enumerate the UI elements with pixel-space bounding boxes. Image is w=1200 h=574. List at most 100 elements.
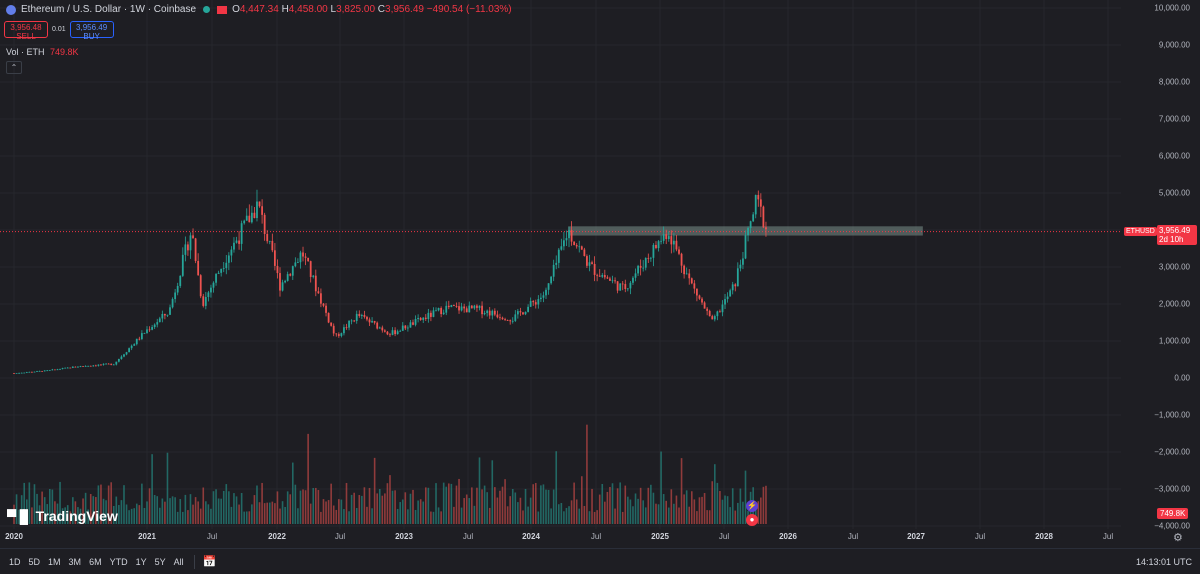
chevron-up-icon[interactable]: ⌃ — [6, 61, 22, 74]
volume-bar — [609, 486, 611, 524]
volume-bar — [731, 488, 734, 524]
range-button-5d[interactable]: 5D — [28, 556, 41, 567]
volume-bar — [64, 507, 66, 524]
volume-bar — [652, 492, 655, 524]
range-button-1m[interactable]: 1M — [48, 556, 61, 567]
candle-body — [332, 325, 335, 334]
volume-bar — [419, 499, 422, 524]
volume-bar — [338, 499, 340, 524]
sell-button[interactable]: 3,956.48 SELL — [4, 21, 48, 41]
price-axis[interactable]: 10,000.00 9,000.00 8,000.00 7,000.00 6,000.0… — [1121, 0, 1200, 548]
candle-body — [368, 319, 371, 323]
candle-body — [657, 241, 660, 249]
candle-body — [639, 265, 642, 268]
candle-body — [327, 312, 330, 323]
candle-body — [120, 356, 123, 359]
time-axis-label: Jul — [590, 532, 602, 541]
volume-bar — [348, 511, 350, 524]
candle-body — [235, 240, 238, 243]
volume-bar — [432, 511, 435, 524]
candle-body — [414, 318, 417, 325]
symbol-title[interactable]: Ethereum / U.S. Dollar · 1W · Coinbase — [21, 4, 197, 15]
market-status-icon[interactable] — [203, 6, 211, 13]
chart-canvas[interactable] — [0, 0, 1121, 548]
candle-body — [286, 274, 289, 281]
candle-body — [61, 368, 64, 370]
volume-bar — [41, 491, 43, 524]
candle-body — [757, 194, 760, 200]
volume-bar — [212, 491, 215, 524]
candle-body — [245, 215, 248, 221]
candle-body — [48, 370, 51, 371]
volume-bar — [409, 493, 412, 524]
chart-pane[interactable] — [0, 0, 1200, 548]
volume-legend[interactable]: Vol · ETH 749.8K — [6, 47, 79, 57]
calendar-range-icon[interactable]: 📅 — [202, 556, 217, 568]
volume-bar — [422, 501, 425, 524]
range-button-1d[interactable]: 1D — [9, 556, 21, 567]
gear-icon[interactable]: ⚙ — [1173, 532, 1183, 544]
time-axis[interactable]: 2020 2021 Jul 2022 Jul 2023 Jul 2024 Jul 2025 Jul 2… — [0, 529, 1121, 547]
candle-body — [171, 299, 174, 308]
clock-label[interactable]: 14:13:01 UTC — [1135, 556, 1192, 567]
candle-body — [312, 275, 315, 277]
lightning-event-icon[interactable]: ⚡ — [746, 500, 758, 512]
volume-bar — [82, 498, 84, 524]
volume-bar — [225, 484, 228, 524]
buy-button[interactable]: 3,956.49 BUY — [69, 21, 114, 41]
tradingview-watermark[interactable]: ▀▐▌ TradingView — [7, 508, 118, 524]
candle-body — [110, 363, 113, 365]
candle-body — [69, 367, 72, 369]
candle-body — [734, 284, 737, 287]
volume-bar — [726, 496, 729, 524]
volume-bar — [417, 500, 419, 524]
range-button-ytd[interactable]: YTD — [109, 556, 128, 567]
volume-bar — [240, 492, 243, 524]
volume-bar — [506, 506, 509, 524]
candle-body — [493, 310, 496, 315]
candle-body — [225, 262, 228, 269]
volume-bar — [343, 509, 345, 524]
earnings-event-icon[interactable]: ● — [746, 514, 758, 526]
candle-body — [194, 238, 197, 261]
candle-body — [304, 256, 307, 258]
volume-bar — [54, 501, 56, 524]
range-button-6m[interactable]: 6M — [89, 556, 102, 567]
volume-bar — [371, 508, 373, 524]
volume-bar — [281, 501, 284, 524]
candle-body — [371, 320, 373, 323]
volume-bar — [130, 508, 133, 524]
candle-body — [509, 320, 512, 322]
volume-bar — [616, 488, 619, 524]
volume-bar — [627, 496, 629, 524]
range-button-5y[interactable]: 5Y — [154, 556, 166, 567]
candle-body — [537, 299, 540, 305]
candle-body — [522, 312, 524, 315]
volume-bar — [478, 457, 481, 524]
candle-body — [557, 249, 560, 263]
volume-bar — [102, 498, 105, 524]
range-button-1y[interactable]: 1Y — [135, 556, 147, 567]
candle-body — [601, 275, 604, 277]
range-button-3m[interactable]: 3M — [68, 556, 82, 567]
candle-body — [378, 327, 381, 329]
range-button-all[interactable]: All — [173, 556, 184, 567]
candle-body — [453, 305, 455, 306]
candle-body — [117, 358, 120, 362]
candle-body — [706, 308, 709, 311]
candle-body — [158, 318, 161, 323]
candle-body — [240, 223, 243, 244]
candle-body — [54, 369, 56, 371]
flag-icon[interactable] — [217, 5, 228, 14]
volume-bar — [414, 509, 417, 524]
candle-body — [701, 298, 703, 303]
volume-bar — [112, 505, 115, 524]
candle-body — [215, 273, 217, 283]
candle-body — [603, 275, 606, 278]
candle-body — [476, 305, 478, 308]
candle-body — [616, 281, 619, 291]
volume-bar — [716, 482, 719, 524]
candle-body — [202, 296, 205, 306]
candle-body — [284, 280, 287, 283]
volume-bar — [504, 479, 506, 524]
